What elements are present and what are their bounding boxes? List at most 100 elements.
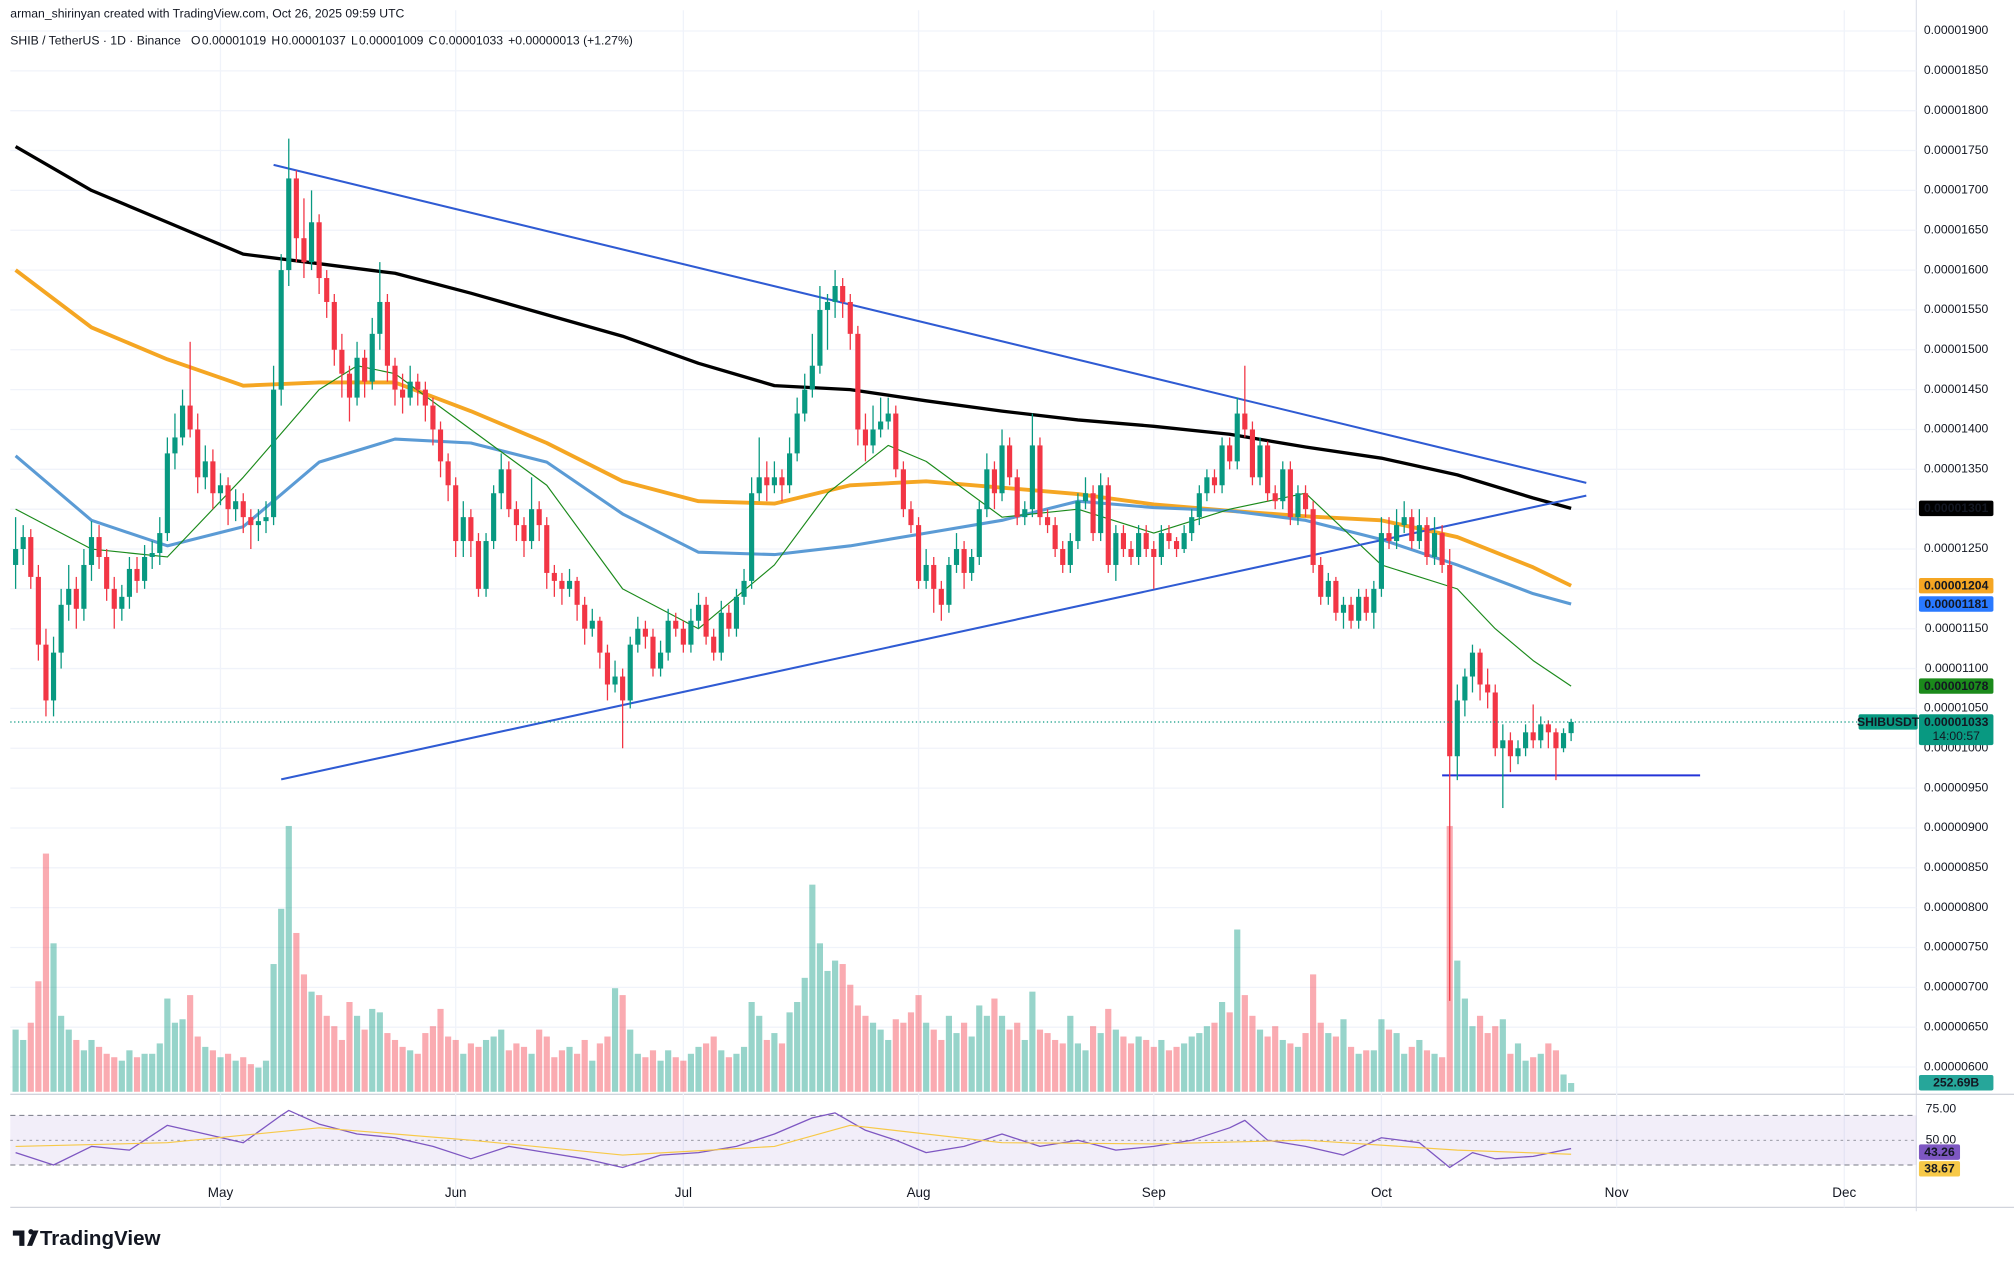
candle-body [157,533,163,554]
candle-body [149,553,155,557]
volume-bar [1378,1019,1385,1092]
volume-bar [968,1036,975,1092]
candle-body [248,517,254,526]
candle-body [566,580,573,589]
candle-body [779,477,785,486]
candle-body [210,461,216,494]
volume-bar [657,1060,664,1092]
candle-body [824,301,831,310]
candle-body [1492,692,1498,749]
volume-bar [961,1022,968,1092]
trend-line [273,163,1587,484]
candle-body [400,389,406,398]
volume-bar [649,1050,657,1092]
candle-body [73,588,79,609]
volume-bar [862,1015,869,1092]
moving-average [14,437,1572,606]
volume-bar [445,1036,452,1092]
candle-body [802,389,808,414]
candle-body [1371,588,1377,613]
candle-body [1022,509,1028,518]
candle-body [339,349,345,374]
y-tick-label: 0.00001400 [1924,422,1989,436]
brand: TradingView [40,1227,162,1250]
volume-bar [1089,1026,1097,1092]
candle-body [1158,533,1164,557]
volume-bar [824,970,831,1092]
candle-body [1424,525,1430,557]
logo-mark [12,1229,39,1246]
candle-body [316,222,322,279]
volume-bar [832,960,839,1092]
volume-bar [581,1039,588,1092]
volume-bar [536,1029,543,1092]
candle-body [119,596,125,609]
volume-bar [953,1033,960,1092]
candle-body [1477,652,1483,685]
candle-body [1454,700,1460,757]
volume-bar [278,908,285,1092]
volume-bar [490,1036,497,1092]
volume-bar [1461,998,1468,1092]
volume-bar [179,1019,186,1092]
candle-body [20,537,26,550]
candle-body [969,556,975,573]
candle-body [1295,493,1301,518]
candle-body [893,413,899,470]
volume-bar [756,1015,763,1092]
candle-body [1530,732,1536,741]
volume-bar [763,1039,770,1092]
candle-body [1211,477,1218,486]
candle-body [665,620,671,653]
volume-bar [133,1057,141,1092]
volume-bar [1499,1019,1506,1092]
candle-body [1189,517,1195,534]
volume-bar [262,1060,270,1092]
candle-body [491,493,497,542]
volume-bar [938,1039,945,1092]
volume-bar [391,1039,399,1092]
candle-body [1431,533,1438,557]
y-tick-label: 0.00001750 [1924,143,1989,157]
candle-body [718,612,724,653]
candle-body [589,620,595,629]
candle-body [240,501,246,518]
volume-bar [35,981,42,1092]
ma-badge-text: 0.00001204 [1924,579,1989,593]
volume-bar [930,1029,937,1092]
volume-bar [1067,1015,1074,1092]
volume-bar [1522,1060,1529,1092]
volume-bar [232,1060,239,1092]
candle-body [1386,533,1392,542]
ohlc-value: 0.00001009 [359,33,424,47]
ohlc-label: L [351,33,358,47]
candle-body [544,525,550,573]
y-tick-label: 0.00001700 [1924,183,1989,197]
candle-body [134,568,140,581]
volume-bar [1347,1046,1355,1092]
ma-badge-box [1918,596,1994,612]
volume-bar [498,1029,505,1092]
volume-bar [384,1033,391,1092]
volume-bar [1165,1050,1173,1092]
candle-body [855,333,861,430]
y-tick-label: 0.00000650 [1924,1019,1989,1033]
candle-body [293,178,299,239]
volume-bar [1492,1026,1499,1092]
volume-bar [1408,1046,1415,1092]
volume-bar [619,995,626,1092]
volume-bar [945,1015,952,1092]
volume-bar [1006,1029,1013,1092]
candle-body [1462,676,1468,701]
ma-badge: 0.00001181 [1918,596,1994,612]
volume-bar [1074,1043,1081,1092]
volume-bar [1135,1036,1142,1092]
rsi-tick-label: 50.00 [1926,1132,1957,1146]
candle-body [362,357,368,382]
volume-bar [1302,1033,1309,1092]
candle-body [991,469,998,494]
rsi-badge: 43.26 [1918,1144,1961,1160]
candle-body [1234,413,1240,462]
candle-body [1568,721,1574,734]
